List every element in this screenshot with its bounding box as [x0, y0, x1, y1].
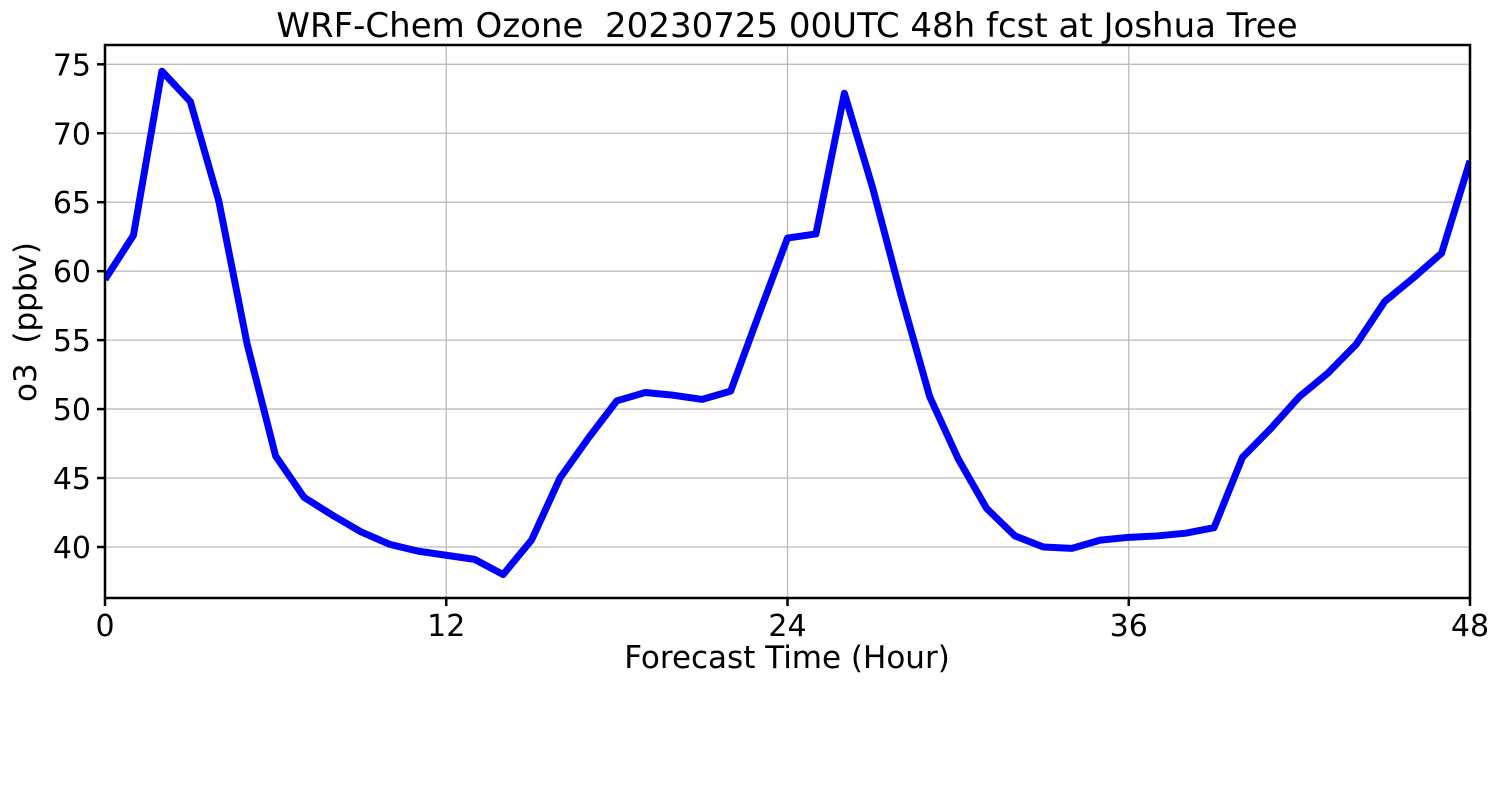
- x-tick-label: 36: [1110, 609, 1148, 644]
- y-tick-label: 45: [53, 462, 91, 497]
- y-tick-label: 55: [53, 324, 91, 359]
- tick-marks: [97, 63, 1472, 606]
- ozone-line: [105, 67, 1470, 579]
- y-tick-label: 65: [53, 186, 91, 221]
- x-tick-label: 0: [95, 609, 114, 644]
- x-tick-labels: 0 12 24 36 48: [95, 609, 1489, 644]
- x-tick-label: 24: [768, 609, 806, 644]
- x-axis-label: Forecast Time (Hour): [624, 640, 950, 676]
- y-tick-label: 75: [53, 48, 91, 83]
- x-tick-label: 48: [1451, 609, 1489, 644]
- y-tick-label: 50: [53, 393, 91, 428]
- chart-title: WRF-Chem Ozone 20230725 00UTC 48h fcst a…: [276, 6, 1297, 46]
- y-tick-label: 60: [53, 255, 91, 290]
- y-tick-labels: 40 45 50 55 60 65 70 75: [53, 48, 91, 566]
- x-tick-label: 12: [427, 609, 465, 644]
- y-tick-label: 40: [53, 531, 91, 566]
- y-tick-label: 70: [53, 117, 91, 152]
- gridlines: [104, 45, 1471, 598]
- y-axis-label: o3 (ppbv): [8, 242, 44, 402]
